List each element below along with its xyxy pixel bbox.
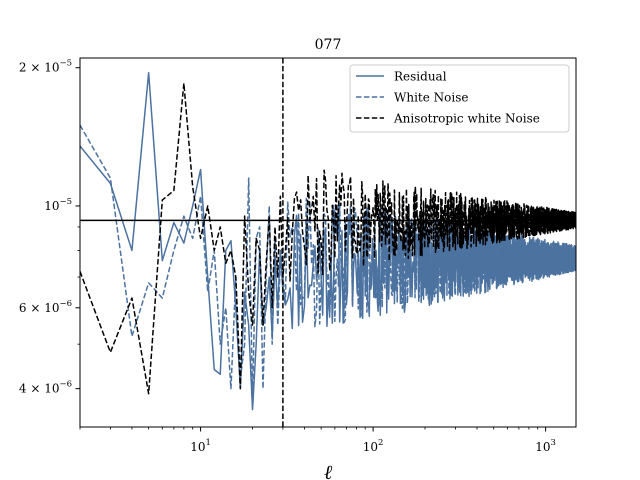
x-tick-label-2: 103	[535, 438, 556, 454]
legend: Residual White Noise Anisotropic white Noi…	[349, 64, 570, 133]
y-tick-mantissa-3: 2 × 10	[19, 61, 60, 75]
y-tick-exp-0: −6	[59, 380, 72, 390]
y-tick-label-0: 4 × 10−6	[19, 380, 72, 396]
x-tick-exp-2: 3	[551, 438, 556, 448]
y-tick-mantissa-1: 6 × 10	[19, 301, 60, 315]
x-tick-label-0: 101	[190, 438, 211, 454]
x-tick-exp-1: 2	[378, 438, 383, 448]
y-tick-label-2: 10−5	[44, 197, 72, 213]
y-tick-mantissa-2: 10	[44, 199, 59, 213]
x-tick-label-1: 102	[363, 438, 384, 454]
y-tick-exp-3: −5	[59, 59, 72, 69]
x-tick-exp-0: 1	[206, 438, 211, 448]
y-tick-label-1: 6 × 10−6	[19, 299, 72, 315]
legend-label-1: White Noise	[394, 91, 468, 105]
series-line-1	[80, 124, 576, 400]
legend-label-2: Anisotropic white Noise	[393, 112, 540, 126]
x-tick-base-1: 10	[363, 440, 378, 454]
x-tick-base-2: 10	[535, 440, 550, 454]
y-tick-mantissa-0: 4 × 10	[19, 382, 60, 396]
reference-lines	[80, 58, 576, 427]
chart-title: 077	[315, 37, 342, 53]
legend-label-0: Residual	[394, 70, 447, 84]
legend-box	[349, 64, 570, 133]
plot-frame	[79, 57, 577, 428]
y-tick-label-3: 2 × 10−5	[19, 59, 72, 75]
y-tick-exp-1: −6	[59, 299, 72, 309]
y-tick-exp-2: −5	[59, 197, 72, 207]
x-axis-label: ℓ	[324, 460, 333, 480]
x-tick-base-0: 10	[190, 440, 205, 454]
